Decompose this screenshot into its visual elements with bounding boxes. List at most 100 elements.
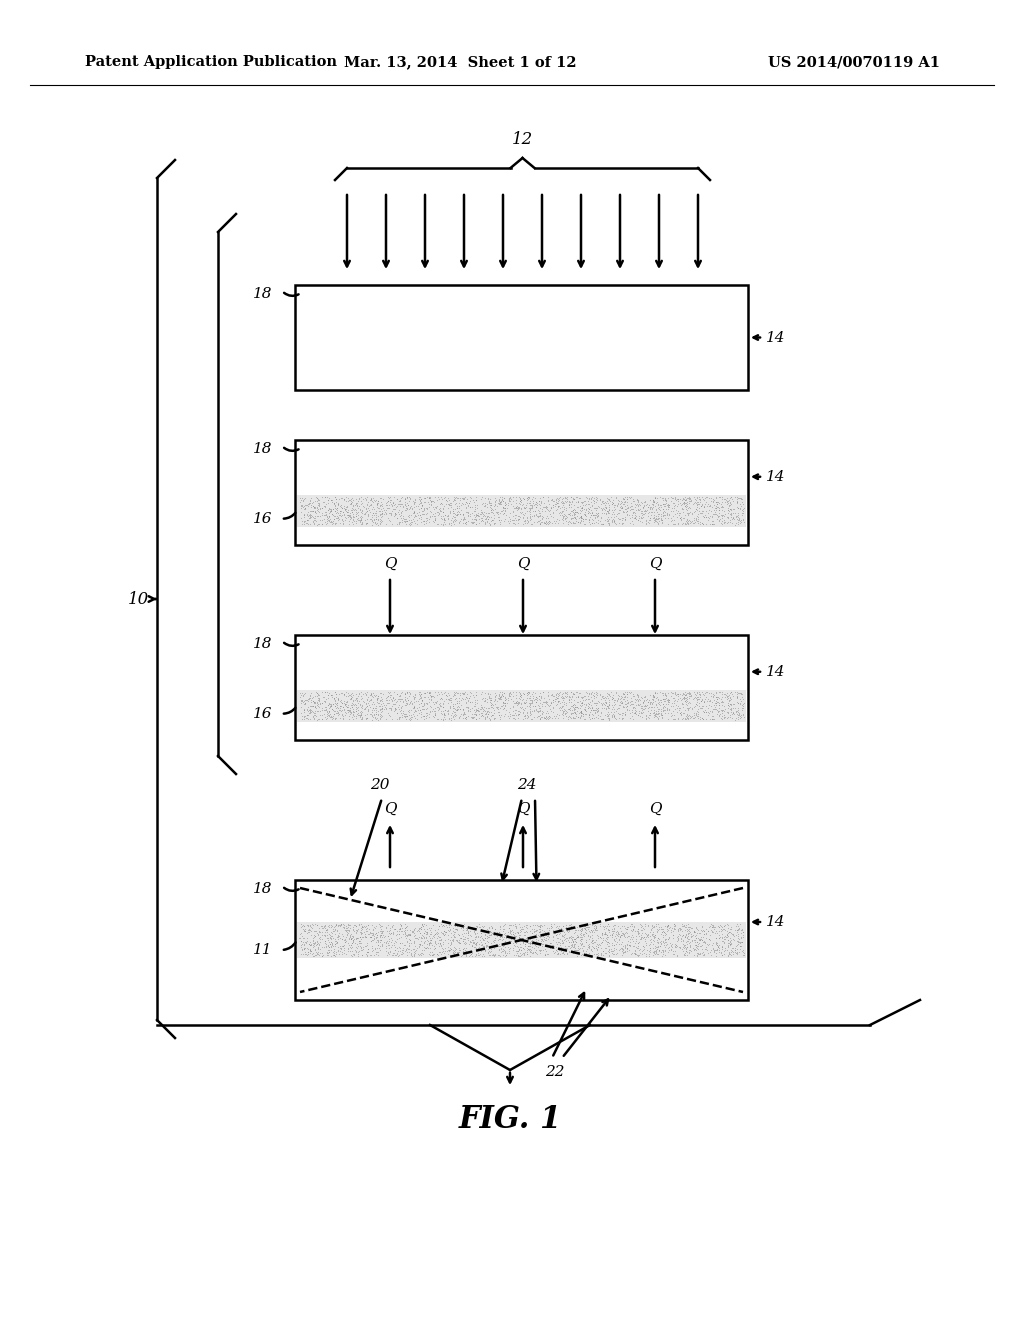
Point <box>617 704 634 725</box>
Point <box>688 508 705 529</box>
Point <box>401 682 418 704</box>
Point <box>646 511 663 532</box>
Point <box>303 504 319 525</box>
Point <box>547 708 563 729</box>
Point <box>728 682 744 704</box>
Point <box>406 941 422 962</box>
Point <box>680 913 696 935</box>
Point <box>669 944 685 965</box>
Point <box>734 689 751 710</box>
Point <box>551 697 567 718</box>
Point <box>673 704 689 725</box>
Point <box>501 708 517 729</box>
Point <box>388 932 404 953</box>
Point <box>710 496 726 517</box>
Point <box>466 700 482 721</box>
Point <box>716 512 732 533</box>
Point <box>642 506 658 527</box>
Point <box>630 510 646 531</box>
Point <box>618 927 635 948</box>
Point <box>392 932 409 953</box>
Point <box>386 942 402 964</box>
Point <box>345 694 361 715</box>
Point <box>662 496 678 517</box>
Point <box>672 936 688 957</box>
Point <box>328 708 344 729</box>
Point <box>543 937 559 958</box>
Point <box>429 923 445 944</box>
Point <box>304 500 321 521</box>
Point <box>519 682 536 704</box>
Point <box>675 702 691 723</box>
Point <box>329 506 345 527</box>
Point <box>648 693 665 714</box>
Point <box>559 709 575 730</box>
Point <box>605 937 622 958</box>
Point <box>720 694 736 715</box>
Point <box>646 697 663 718</box>
Point <box>464 706 480 727</box>
Point <box>512 945 528 966</box>
Point <box>427 931 443 952</box>
Point <box>300 915 316 936</box>
Point <box>644 924 660 945</box>
Point <box>711 499 727 520</box>
Point <box>617 693 634 714</box>
Point <box>489 925 506 946</box>
Point <box>512 933 528 954</box>
Point <box>349 504 366 525</box>
Point <box>590 504 606 525</box>
Point <box>572 498 589 519</box>
Point <box>527 686 544 708</box>
Point <box>585 504 601 525</box>
Point <box>593 508 609 529</box>
Point <box>521 690 538 711</box>
Point <box>564 702 581 723</box>
Point <box>457 940 473 961</box>
Point <box>608 503 625 524</box>
Point <box>582 697 598 718</box>
Point <box>350 684 367 705</box>
Point <box>422 941 438 962</box>
Point <box>654 700 671 721</box>
Point <box>675 502 691 523</box>
Point <box>703 916 720 937</box>
Point <box>496 692 512 713</box>
Point <box>435 506 452 527</box>
Point <box>700 510 717 531</box>
Point <box>449 682 465 704</box>
Point <box>328 491 344 512</box>
Point <box>678 513 694 535</box>
Point <box>727 940 743 961</box>
Point <box>665 705 681 726</box>
Point <box>326 689 342 710</box>
Point <box>480 941 497 962</box>
Point <box>447 919 464 940</box>
Point <box>374 921 390 942</box>
Point <box>328 916 344 937</box>
Point <box>615 915 632 936</box>
Point <box>453 494 469 515</box>
Point <box>638 927 654 948</box>
Point <box>578 708 594 729</box>
Point <box>561 690 578 711</box>
Point <box>521 503 538 524</box>
Point <box>690 689 707 710</box>
Point <box>521 692 538 713</box>
Point <box>548 511 564 532</box>
Point <box>435 701 452 722</box>
Point <box>395 496 412 517</box>
Point <box>508 692 524 713</box>
Point <box>421 682 437 704</box>
Point <box>389 507 406 528</box>
Point <box>644 494 660 515</box>
Point <box>734 693 751 714</box>
Point <box>392 913 409 935</box>
Point <box>719 682 735 704</box>
Point <box>455 682 471 704</box>
Point <box>467 923 483 944</box>
Point <box>597 694 613 715</box>
Point <box>513 488 529 510</box>
Point <box>318 927 335 948</box>
Point <box>400 705 417 726</box>
